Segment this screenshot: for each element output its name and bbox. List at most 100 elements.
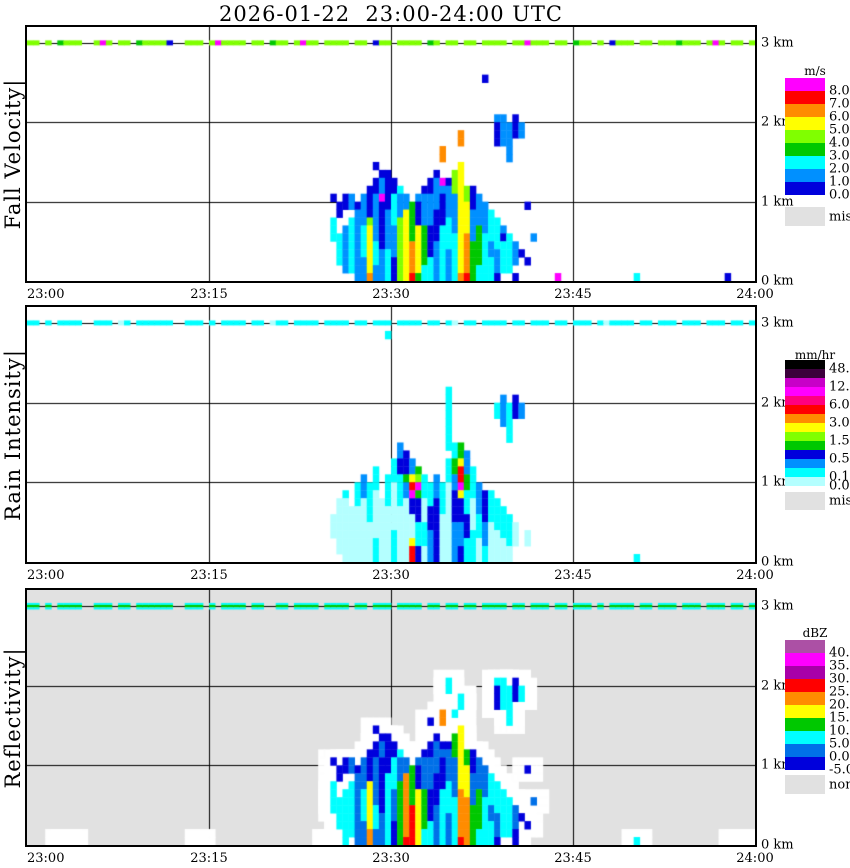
- legend-color-box: [785, 117, 825, 130]
- legend-value-label: -5.0: [829, 762, 850, 778]
- legend-value-label: 1.5: [829, 433, 850, 449]
- legend-color-box: [785, 369, 825, 378]
- x-tick-label: 23:45: [554, 851, 592, 866]
- legend-value-label: 1.0: [829, 174, 850, 190]
- legend-color-box: [785, 104, 825, 117]
- legend-value-label: 15.0: [829, 710, 850, 726]
- legend-color-box: [785, 396, 825, 405]
- legend-value-label: 4.0: [829, 135, 850, 151]
- legend-value-label: 0.1: [829, 469, 850, 485]
- reflectivity-axis-title: Reflectivity|: [1, 646, 25, 789]
- legend-color-box: [785, 432, 825, 441]
- legend-color-box: [785, 169, 825, 182]
- legend-color-box: [785, 143, 825, 156]
- legend-value-label: 0.0: [829, 187, 850, 203]
- legend-value-label: 10.0: [829, 723, 850, 739]
- height-tick-label: 0 km: [761, 837, 794, 853]
- rain-intensity-heatmap: [27, 307, 755, 562]
- x-tick-label: 23:15: [190, 287, 228, 302]
- x-tick-label: 23:00: [27, 568, 65, 583]
- legend-color-box: [785, 360, 825, 369]
- legend-color-box: [785, 405, 825, 414]
- legend-value-label: 35.0: [829, 658, 850, 674]
- figure-title: 2026-01-22 23:00-24:00 UTC: [218, 2, 564, 26]
- fall-velocity-panel: [25, 25, 757, 283]
- x-tick-label: 23:30: [372, 287, 410, 302]
- legend-value-label: 3.0: [829, 148, 850, 164]
- x-tick-label: 24:00: [736, 851, 774, 866]
- reflectivity-legend-title: dBZ: [802, 626, 828, 640]
- legend-value-label: 0.0: [829, 478, 850, 494]
- legend-value-label: 30.0: [829, 671, 850, 687]
- height-tick-label: 0 km: [761, 273, 794, 289]
- legend-value-label: 40.0: [829, 645, 850, 661]
- fall-velocity-axis-title: Fall Velocity|: [1, 78, 25, 230]
- legend-value-label: 2.0: [829, 161, 850, 177]
- x-tick-label: 23:15: [190, 851, 228, 866]
- height-tick-label: 0 km: [761, 554, 794, 570]
- legend-value-label: 3.0: [829, 415, 850, 431]
- x-tick-label: 23:45: [554, 287, 592, 302]
- height-tick-label: 1 km: [761, 194, 794, 210]
- legend-color-box: [785, 744, 825, 757]
- legend-value-label: 7.0: [829, 96, 850, 112]
- legend-color-box: [785, 130, 825, 143]
- legend-value-label: 8.0: [829, 83, 850, 99]
- legend-missing-label: miss: [829, 209, 850, 224]
- legend-color-box: [785, 156, 825, 169]
- height-tick-label: 3 km: [761, 598, 794, 614]
- fall-velocity-legend-title: m/s: [804, 64, 826, 78]
- x-tick-label: 24:00: [736, 287, 774, 302]
- height-tick-label: 3 km: [761, 315, 794, 331]
- height-tick-label: 3 km: [761, 35, 794, 51]
- legend-missing-box: [785, 492, 825, 510]
- legend-color-box: [785, 757, 825, 770]
- legend-value-label: 5.0: [829, 122, 850, 138]
- legend-color-box: [785, 414, 825, 423]
- reflectivity-panel: [25, 588, 757, 847]
- rain-intensity-axis-title: Rain Intensity|: [1, 348, 25, 521]
- legend-color-box: [785, 459, 825, 468]
- legend-color-box: [785, 679, 825, 692]
- legend-missing-box: [785, 775, 825, 794]
- legend-color-box: [785, 450, 825, 459]
- legend-value-label: 20.0: [829, 697, 850, 713]
- legend-color-box: [785, 78, 825, 91]
- legend-color-box: [785, 731, 825, 744]
- legend-color-box: [785, 182, 825, 195]
- legend-color-box: [785, 666, 825, 679]
- legend-color-box: [785, 441, 825, 450]
- rain-intensity-panel: [25, 305, 757, 564]
- legend-value-label: 6.0: [829, 397, 850, 413]
- x-tick-label: 24:00: [736, 568, 774, 583]
- legend-value-label: 6.0: [829, 109, 850, 125]
- x-tick-label: 23:30: [372, 851, 410, 866]
- legend-value-label: 5.0: [829, 736, 850, 752]
- legend-color-box: [785, 387, 825, 396]
- legend-color-box: [785, 91, 825, 104]
- legend-color-box: [785, 423, 825, 432]
- fall-velocity-heatmap: [27, 27, 755, 281]
- legend-color-box: [785, 477, 825, 486]
- legend-color-box: [785, 653, 825, 666]
- legend-missing-label: none: [829, 777, 850, 792]
- rain-intensity-legend-title: mm/hr: [794, 348, 836, 362]
- legend-color-box: [785, 705, 825, 718]
- legend-value-label: 25.0: [829, 684, 850, 700]
- legend-color-box: [785, 718, 825, 731]
- legend-color-box: [785, 378, 825, 387]
- x-tick-label: 23:00: [27, 851, 65, 866]
- legend-value-label: 0.5: [829, 451, 850, 467]
- x-tick-label: 23:15: [190, 568, 228, 583]
- legend-value-label: 48.0: [829, 361, 850, 377]
- legend-color-box: [785, 640, 825, 653]
- legend-value-label: 0.0: [829, 749, 850, 765]
- x-tick-label: 23:30: [372, 568, 410, 583]
- x-tick-label: 23:00: [27, 287, 65, 302]
- x-tick-label: 23:45: [554, 568, 592, 583]
- legend-missing-box: [785, 207, 825, 226]
- legend-color-box: [785, 692, 825, 705]
- reflectivity-heatmap: [27, 590, 755, 845]
- legend-value-label: 12.0: [829, 379, 850, 395]
